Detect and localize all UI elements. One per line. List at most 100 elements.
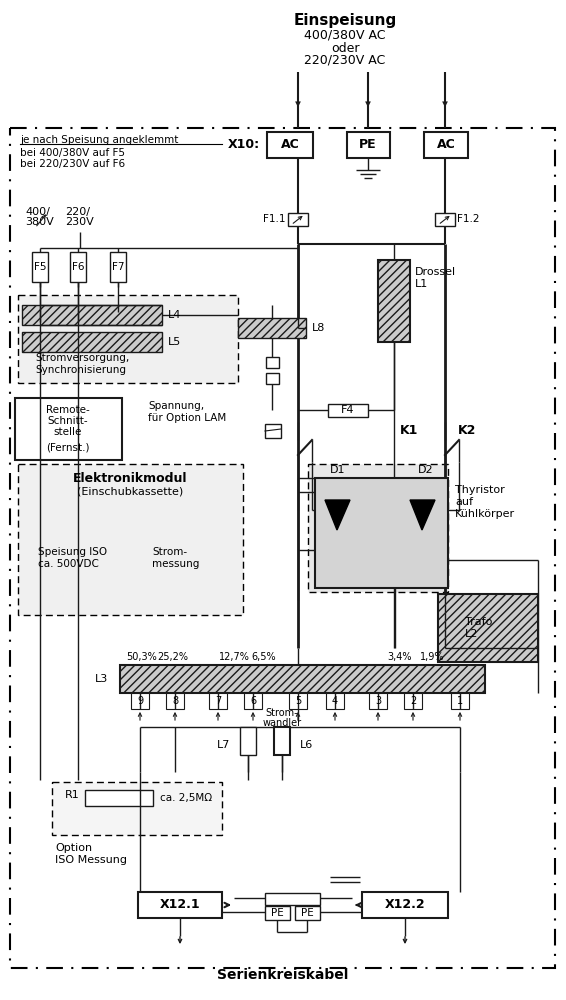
Text: 3,4%: 3,4%	[388, 652, 412, 662]
Bar	[435, 213, 455, 226]
Text: F7: F7	[112, 262, 125, 272]
Text: für Option LAM: für Option LAM	[148, 413, 226, 423]
Text: F2: F2	[328, 487, 342, 497]
Bar	[265, 424, 281, 438]
Text: X12.1: X12.1	[160, 898, 200, 912]
Text: Option: Option	[55, 843, 92, 853]
Text: (Einschubkassette): (Einschubkassette)	[77, 487, 183, 497]
Text: 1: 1	[457, 696, 463, 706]
Text: 8: 8	[172, 696, 178, 706]
Polygon shape	[18, 295, 238, 383]
Bar	[315, 478, 448, 588]
Bar	[404, 693, 422, 709]
Polygon shape	[325, 500, 350, 530]
Text: L2: L2	[465, 629, 478, 639]
Text: PE: PE	[359, 138, 377, 151]
Bar	[274, 727, 290, 755]
Text: 9: 9	[137, 696, 143, 706]
Text: Spannung,: Spannung,	[148, 401, 204, 411]
Text: L7: L7	[217, 740, 230, 750]
Text: L4: L4	[168, 310, 181, 320]
Bar	[369, 693, 387, 709]
Text: 380V: 380V	[25, 217, 54, 227]
Bar	[265, 893, 320, 905]
Text: L8: L8	[312, 323, 325, 333]
Text: R1: R1	[65, 790, 80, 800]
Text: bei 220/230V auf F6: bei 220/230V auf F6	[20, 159, 125, 169]
Bar	[424, 132, 468, 158]
Text: wandler: wandler	[263, 718, 302, 728]
Text: 2: 2	[410, 696, 416, 706]
Text: L5: L5	[168, 337, 181, 347]
Text: Einspeisung: Einspeisung	[293, 12, 397, 27]
Bar	[265, 906, 290, 920]
Text: PE: PE	[301, 908, 314, 918]
Bar	[347, 132, 390, 158]
Bar	[120, 665, 485, 693]
Text: Strom-: Strom-	[265, 708, 298, 718]
Bar	[266, 357, 279, 368]
Bar	[362, 892, 448, 918]
Text: AC: AC	[436, 138, 456, 151]
Bar	[131, 693, 149, 709]
Bar	[378, 260, 410, 342]
Text: F1.1: F1.1	[264, 214, 286, 224]
Bar	[22, 332, 162, 352]
Text: Drossel: Drossel	[415, 267, 456, 277]
Text: 7: 7	[215, 696, 221, 706]
Bar	[267, 132, 313, 158]
Text: X12.2: X12.2	[385, 898, 425, 912]
Text: F3: F3	[328, 545, 342, 555]
Polygon shape	[410, 500, 435, 530]
Polygon shape	[52, 782, 222, 835]
Bar	[328, 404, 368, 417]
Text: Serienkreiskabel: Serienkreiskabel	[217, 968, 349, 982]
Text: 3: 3	[375, 696, 381, 706]
Text: Speisung ISO: Speisung ISO	[38, 547, 107, 557]
Bar	[70, 252, 86, 282]
Polygon shape	[18, 464, 243, 615]
Text: 400/380V AC: 400/380V AC	[305, 28, 386, 41]
Text: 1,9%: 1,9%	[420, 652, 444, 662]
Text: Strom-: Strom-	[152, 547, 187, 557]
Text: (Fernst.): (Fernst.)	[46, 442, 90, 452]
Text: 230V: 230V	[65, 217, 94, 227]
Bar	[326, 693, 344, 709]
Text: 6: 6	[250, 696, 256, 706]
Text: bei 400/380V auf F5: bei 400/380V auf F5	[20, 148, 125, 158]
Text: L3: L3	[95, 674, 108, 684]
Text: 6,5%: 6,5%	[252, 652, 276, 662]
Text: X10:: X10:	[228, 137, 260, 150]
Text: K2: K2	[458, 424, 477, 436]
Bar	[315, 486, 355, 499]
Bar	[166, 693, 184, 709]
Text: je nach Speisung angeklemmt: je nach Speisung angeklemmt	[20, 135, 178, 145]
Text: D2: D2	[418, 465, 434, 475]
Text: 220/: 220/	[65, 207, 90, 217]
Bar	[85, 790, 153, 806]
Text: Elektronikmodul: Elektronikmodul	[73, 472, 187, 485]
Text: Stromversorgung,: Stromversorgung,	[35, 353, 129, 363]
Text: ca. 500VDC: ca. 500VDC	[38, 559, 99, 569]
Text: 5: 5	[295, 696, 301, 706]
Text: 12,7%: 12,7%	[218, 652, 250, 662]
Bar	[240, 727, 256, 755]
Text: stelle: stelle	[54, 427, 82, 437]
Text: PE: PE	[271, 908, 284, 918]
Text: Kühlkörper: Kühlkörper	[455, 509, 515, 519]
Bar	[288, 213, 308, 226]
Text: Schnitt-: Schnitt-	[48, 416, 88, 426]
Bar	[209, 693, 227, 709]
Text: ISO Messung: ISO Messung	[55, 855, 127, 865]
Text: F6: F6	[72, 262, 84, 272]
Bar	[289, 693, 307, 709]
Text: F5: F5	[34, 262, 46, 272]
Bar	[315, 544, 355, 557]
Text: 4: 4	[332, 696, 338, 706]
Bar	[238, 318, 306, 338]
Bar	[451, 693, 469, 709]
Text: messung: messung	[152, 559, 199, 569]
Text: Trafo: Trafo	[465, 617, 492, 627]
Text: 25,2%: 25,2%	[157, 652, 188, 662]
Bar	[438, 594, 538, 662]
